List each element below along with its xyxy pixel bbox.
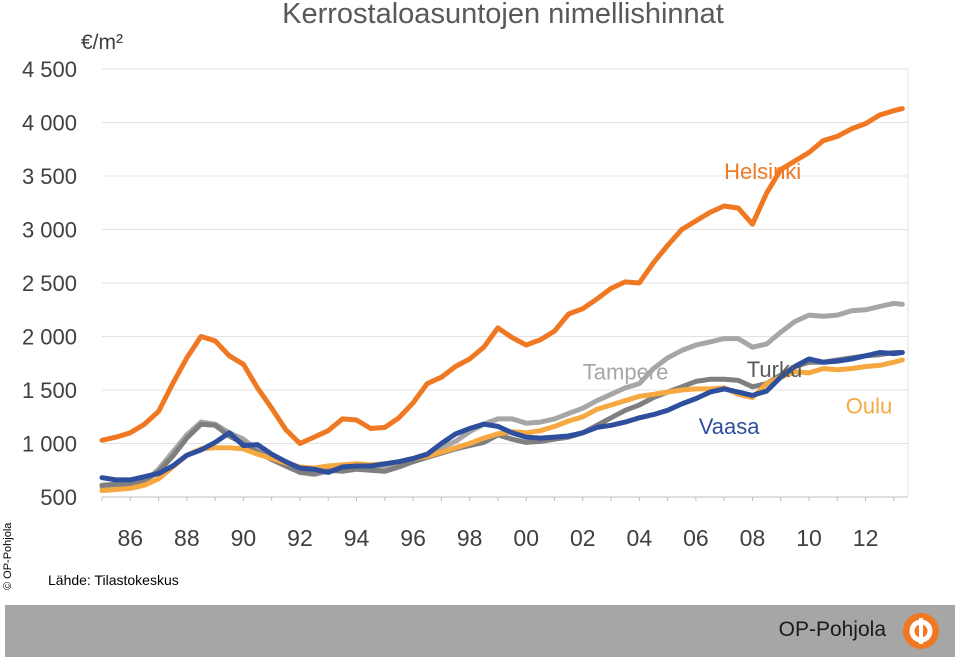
chart-title: Kerrostaloasuntojen nimellishinnat: [282, 0, 724, 30]
series-line-helsinki: [99, 106, 905, 446]
y-tick-label: 3 000: [22, 218, 77, 243]
y-axis: 4 500 4 000 3 500 3 000 2 500 2 000 1 500 1 000…: [22, 57, 77, 510]
x-tick-label: 04: [627, 525, 653, 551]
y-tick-label: 1 500: [22, 378, 77, 403]
brand-name: OP-Pohjola: [778, 618, 886, 641]
x-tick-label: 00: [513, 525, 539, 551]
y-tick-label: 2 000: [22, 325, 77, 350]
x-tick-label: 92: [287, 525, 313, 551]
series-label-oulu: Oulu: [846, 394, 892, 419]
y-tick-label: 3 500: [22, 164, 77, 189]
x-axis: 86 88 90 92 94 96 98 00 02 04 06 08 10 12: [101, 496, 908, 551]
x-tick-label: 12: [853, 525, 879, 551]
x-tick-label: 08: [740, 525, 766, 551]
unit-label: €/m²: [81, 31, 123, 54]
x-tick-label: 86: [117, 525, 143, 551]
x-tick-label: 02: [570, 525, 596, 551]
footer-bar: [5, 605, 955, 657]
series-labels: Helsinki Tampere Turku Oulu Vaasa: [583, 159, 892, 439]
x-tick-label: 88: [174, 525, 200, 551]
y-tick-label: 4 000: [22, 111, 77, 136]
op-logo-icon: [903, 613, 939, 649]
series-label-helsinki: Helsinki: [724, 159, 801, 184]
y-tick-label: 2 500: [22, 271, 77, 296]
x-tick-label: 06: [683, 525, 709, 551]
series-line-vaasa: [99, 350, 905, 483]
x-tick-label: 10: [796, 525, 822, 551]
series-lines: [99, 106, 905, 494]
source-note: Lähde: Tilastokeskus: [48, 572, 179, 588]
y-tick-label: 500: [40, 485, 77, 510]
series-label-turku: Turku: [747, 357, 802, 382]
series-label-tampere: Tampere: [583, 359, 669, 384]
series-line-oulu: [99, 357, 905, 494]
y-tick-label: 4 500: [22, 57, 77, 82]
copyright-note: © OP-Pohjola: [2, 522, 14, 590]
series-label-vaasa: Vaasa: [699, 414, 761, 439]
x-tick-label: 98: [457, 525, 483, 551]
x-tick-label: 94: [344, 525, 370, 551]
x-tick-label: 96: [400, 525, 426, 551]
x-tick-label: 90: [231, 525, 257, 551]
y-tick-label: 1 000: [22, 432, 77, 457]
